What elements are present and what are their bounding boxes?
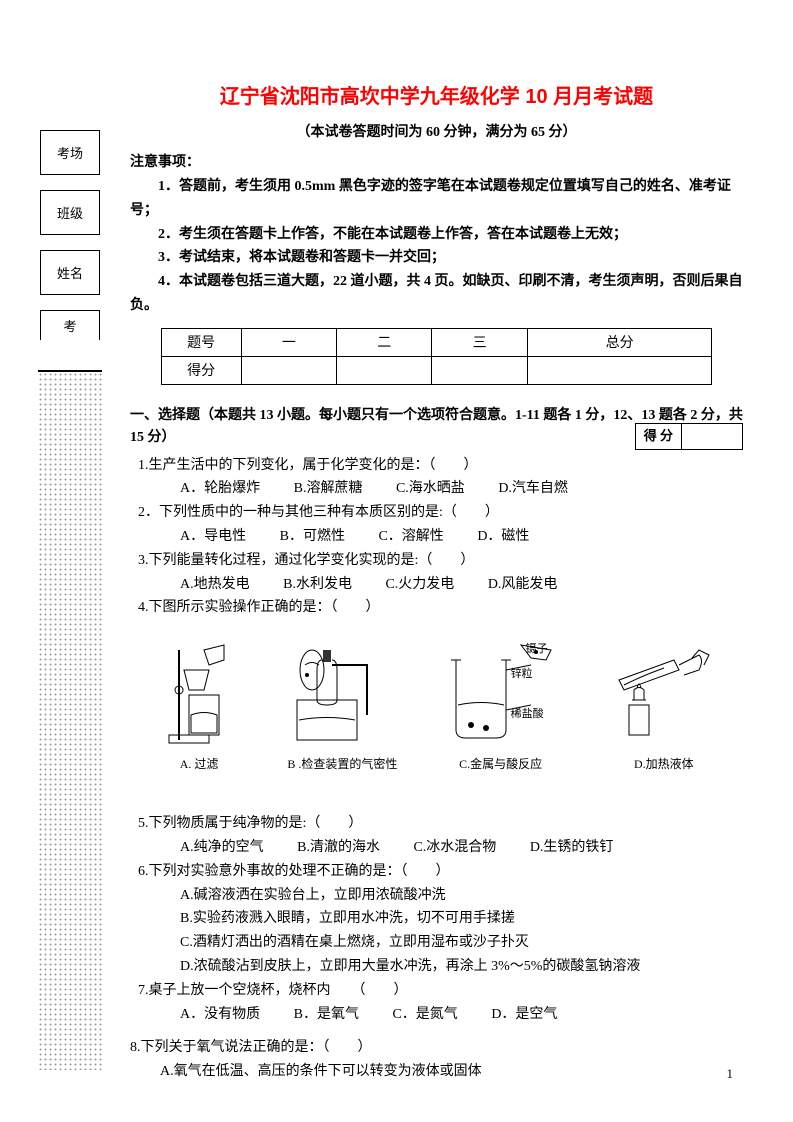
diagram-label: B .检查装置的气密性 [287,755,397,772]
question-5: 5.下列物质属于纯净物的是:（ ） [138,812,743,836]
option-b: B．可燃性 [280,525,345,549]
option-c: C.海水晒盐 [396,477,465,501]
table-cell[interactable] [432,356,527,384]
filter-icon [149,640,249,750]
option-c: C.冰水混合物 [413,836,496,860]
question-8-options: A.氧气在低温、高压的条件下可以转变为液体或固体 [160,1060,743,1084]
option-a: A．没有物质 [180,1003,260,1027]
diagram-c: 锌粒 稀盐酸 镊子 C.金属与酸反应 [436,640,566,772]
option-a: A．导电性 [180,525,246,549]
option-c: C.火力发电 [385,573,454,597]
notice-2: 2．考生须在答题卡上作答，不能在本试题卷上作答，答在本试题卷上无效； [130,223,743,247]
table-cell[interactable] [337,356,432,384]
option-b: B.溶解蔗糖 [294,477,363,501]
option-d: D.浓硫酸沾到皮肤上，立即用大量水冲洗，再涂上 3%～5%的碳酸氢钠溶液 [180,955,743,979]
diagram-label: C.金属与酸反应 [436,755,566,772]
question-7-options: A．没有物质 B．是氧气 C．是氮气 D．是空气 [180,1003,743,1027]
option-b: B．是氧气 [294,1003,359,1027]
option-a: A．轮胎爆炸 [180,477,260,501]
main-content: 辽宁省沈阳市高坎中学九年级化学 10 月月考试题 （本试卷答题时间为 60 分钟… [130,80,743,1084]
metal-acid-icon [436,640,566,750]
page-number: 1 [727,1066,734,1082]
exam-id-box[interactable]: 考 [40,310,100,340]
question-8: 8.下列关于氧气说法正确的是：（ ） [130,1036,743,1060]
option-a: A.纯净的空气 [180,836,264,860]
option-a: A.地热发电 [180,573,250,597]
question-3: 3.下列能量转化过程，通过化学变化实现的是:（ ） [138,549,743,573]
option-d: D.汽车自燃 [498,477,568,501]
table-row: 得分 [161,356,712,384]
question-7: 7.桌子上放一个空烧杯，烧杯内 （ ） [138,979,743,1003]
table-cell: 题号 [161,328,241,356]
diagram-label: D.加热液体 [604,755,724,772]
notice-1: 1．答题前，考生须用 0.5mm 黑色字迹的签字笔在本试题卷规定位置填写自己的姓… [130,175,743,223]
question-6-options: A.碱溶液洒在实验台上，立即用浓硫酸冲洗 B.实验药液溅入眼睛，立即用水冲洗，切… [180,884,743,979]
table-cell[interactable] [241,356,336,384]
option-d: D.生锈的铁钉 [530,836,614,860]
option-c: C.酒精灯洒出的酒精在桌上燃烧，立即用湿布或沙子扑灭 [180,931,743,955]
table-cell: 得分 [161,356,241,384]
question-1-options: A．轮胎爆炸 B.溶解蔗糖 C.海水晒盐 D.汽车自燃 [180,477,743,501]
option-a: A.碱溶液洒在实验台上，立即用浓硫酸冲洗 [180,884,743,908]
question-1: 1.生产生活中的下列变化，属于化学变化的是：（ ） [138,454,743,478]
option-d: D．是空气 [491,1003,557,1027]
exam-subtitle: （本试卷答题时间为 60 分钟，满分为 65 分） [130,121,743,141]
table-cell[interactable] [527,356,711,384]
exam-room-box[interactable]: 考场 [40,130,100,175]
option-d: D.风能发电 [488,573,558,597]
table-row: 题号 一 二 三 总分 [161,328,712,356]
question-2-options: A．导电性 B．可燃性 C．溶解性 D．磁性 [180,525,743,549]
name-box[interactable]: 姓名 [40,250,100,295]
option-d: D．磁性 [477,525,529,549]
diagram-b: B .检查装置的气密性 [287,640,397,772]
question-4: 4.下图所示实验操作正确的是：（ ） [138,596,743,620]
diagram-label: A. 过滤 [149,755,249,772]
question-2: 2．下列性质中的一种与其他三种有本质区别的是:（ ） [138,501,743,525]
student-info-sidebar: 考场 班级 姓名 考 [40,130,100,355]
option-b: B.水利发电 [283,573,352,597]
diagram-row: A. 过滤 B .检查装置的气密性 [130,640,743,772]
question-3-options: A.地热发电 B.水利发电 C.火力发电 D.风能发电 [180,573,743,597]
diagram-a: A. 过滤 [149,640,249,772]
option-c: C．溶解性 [378,525,443,549]
section-1-title: 一、选择题（本题共 13 小题。每小题只有一个选项符合题意。1-11 题各 1 … [130,405,743,450]
heating-icon [604,640,724,750]
score-label: 得 分 [636,424,682,449]
notice-heading: 注意事项： [130,151,743,171]
table-cell: 一 [241,328,336,356]
notice-4: 4．本试题卷包括三道大题，22 道小题，共 4 页。如缺页、印刷不清，考生须声明… [130,270,743,318]
acid-label: 稀盐酸 [511,705,544,721]
table-cell: 总分 [527,328,711,356]
notice-3: 3．考试结束，将本试题卷和答题卡一并交回； [130,246,743,270]
option-b: B.清澈的海水 [297,836,380,860]
diagram-d: D.加热液体 [604,640,724,772]
option-c: C．是氮气 [392,1003,457,1027]
score-table: 题号 一 二 三 总分 得分 [161,328,713,385]
airtight-icon [287,640,397,750]
zinc-label: 锌粒 [511,665,533,681]
tweezers-label: 镊子 [526,640,548,656]
question-5-options: A.纯净的空气 B.清澈的海水 C.冰水混合物 D.生锈的铁钉 [180,836,743,860]
table-cell: 二 [337,328,432,356]
option-a: A.氧气在低温、高压的条件下可以转变为液体或固体 [160,1060,743,1084]
question-6: 6.下列对实验意外事故的处理不正确的是：（ ） [138,860,743,884]
dotted-fold-area [38,370,102,1070]
table-cell: 三 [432,328,527,356]
option-b: B.实验药液溅入眼睛，立即用水冲洗，切不可用手揉搓 [180,907,743,931]
class-box[interactable]: 班级 [40,190,100,235]
section-score-box: 得 分 [635,423,743,450]
exam-title: 辽宁省沈阳市高坎中学九年级化学 10 月月考试题 [130,80,743,109]
score-value[interactable] [682,424,742,449]
